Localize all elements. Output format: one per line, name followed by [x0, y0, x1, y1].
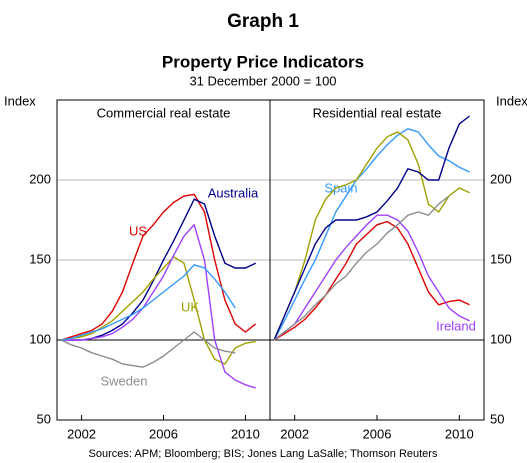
line-series: [60, 193, 257, 341]
line-series: [273, 214, 470, 341]
line-series: [61, 198, 256, 341]
series-label: Ireland: [436, 318, 476, 333]
panel-title: Commercial real estate: [97, 105, 231, 120]
graph-number: Graph 1: [227, 11, 299, 32]
y-tick-label: 100: [29, 331, 51, 346]
line-series: [273, 128, 470, 341]
chart-subtitle: 31 December 2000 = 100: [189, 73, 336, 88]
x-tick-label: 2010: [231, 426, 260, 441]
y-axis-label: Index: [496, 93, 527, 108]
series-label: UK: [181, 299, 199, 314]
source-note: Sources: APM; Bloomberg; BIS; Jones Lang…: [89, 448, 438, 460]
x-tick-label: 2010: [445, 426, 474, 441]
series-label: Australia: [208, 185, 259, 200]
line-series: [273, 195, 450, 341]
y-tick-label: 100: [490, 331, 512, 346]
line-series: [61, 223, 256, 389]
x-tick-label: 2002: [67, 426, 96, 441]
y-tick-label: 150: [29, 251, 51, 266]
line-series: [60, 263, 236, 341]
panel-frame: [269, 99, 485, 421]
x-tick-label: 2006: [149, 426, 178, 441]
line-series: [273, 220, 470, 341]
x-tick-label: 2002: [280, 426, 309, 441]
series-label: US: [129, 223, 147, 238]
chart-title: Property Price Indicators: [162, 52, 364, 71]
panel-title: Residential real estate: [313, 105, 442, 120]
series-label: Sweden: [101, 373, 148, 388]
line-series: [60, 255, 256, 365]
line-series: [60, 331, 236, 368]
line-series: [273, 115, 471, 341]
x-tick-label: 2006: [363, 426, 392, 441]
y-tick-label: 50: [37, 411, 51, 426]
y-tick-label: 200: [490, 171, 512, 186]
y-tick-label: 200: [29, 171, 51, 186]
series-label: Spain: [324, 180, 357, 195]
y-tick-label: 150: [490, 251, 512, 266]
line-series: [273, 131, 470, 341]
y-axis-label: Index: [4, 93, 36, 108]
y-tick-label: 50: [490, 411, 504, 426]
